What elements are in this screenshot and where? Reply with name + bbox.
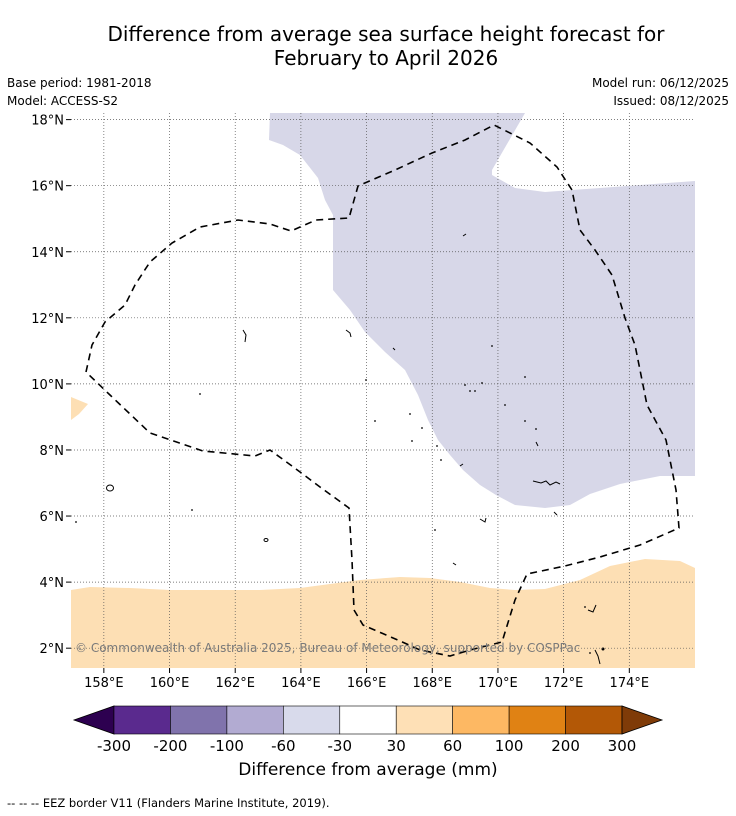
meta-right: Model run: 06/12/2025 Issued: 08/12/2025 — [592, 74, 729, 110]
base-period: Base period: 1981-2018 — [7, 76, 152, 90]
meta-left: Base period: 1981-2018 Model: ACCESS-S2 — [7, 74, 152, 110]
island-dots — [75, 345, 605, 654]
lon-tick-label: 166°E — [347, 676, 387, 691]
colorbar-segment — [508, 705, 566, 735]
model-name: Model: ACCESS-S2 — [7, 94, 119, 108]
colorbar-segment — [170, 705, 228, 735]
colorbar-segment — [395, 705, 453, 735]
colorbar-tick-label: 30 — [387, 737, 406, 755]
colorbar-segment — [339, 705, 397, 735]
lon-tick-label: 168°E — [412, 676, 452, 691]
positive-anomaly-patch-west — [71, 397, 88, 420]
lat-tick-label: 12°N — [31, 312, 64, 327]
colorbar-extend-max — [621, 705, 664, 735]
lon-tick-label: 164°E — [281, 676, 321, 691]
colorbar-segment — [283, 705, 341, 735]
lat-tick-label: 14°N — [31, 246, 64, 261]
positive-anomaly-region — [71, 559, 695, 668]
islands — [106, 233, 601, 665]
footnote-eez: -- -- -- EEZ border V11 (Flanders Marine… — [7, 796, 330, 810]
lon-tick-label: 174°E — [610, 676, 650, 691]
lon-tick-label: 162°E — [215, 676, 255, 691]
colorbar-segment — [113, 705, 171, 735]
negative-anomaly-region — [269, 113, 695, 508]
colorbar-title: Difference from average (mm) — [238, 760, 498, 780]
colorbar-tick-label: 200 — [551, 737, 580, 755]
colorbar-segment — [565, 705, 623, 735]
copyright-text: © Commonwealth of Australia 2025, Bureau… — [75, 641, 580, 655]
colorbar-segment — [226, 705, 284, 735]
colorbar-tick-label: -300 — [97, 737, 131, 755]
gridlines — [71, 113, 695, 668]
colorbar-extend-min — [72, 705, 115, 735]
lon-tick-label: 170°E — [478, 676, 518, 691]
lat-tick-label: 16°N — [31, 180, 64, 195]
lat-tick-label: 4°N — [40, 576, 65, 591]
colorbar-tick-label: -60 — [271, 737, 296, 755]
model-run: Model run: 06/12/2025 — [591, 76, 729, 90]
map-plot-area: © Commonwealth of Australia 2025, Bureau… — [71, 113, 695, 668]
title-line-2: February to April 2026 — [273, 46, 499, 70]
latitude-axis: 2°N 4°N 6°N 8°N 10°N 12°N 14°N 16°N 18°N — [31, 114, 71, 657]
lon-tick-label: 172°E — [544, 676, 584, 691]
colorbar-tick-label: 300 — [608, 737, 637, 755]
eez-border — [85, 124, 680, 657]
longitude-axis: 158°E 160°E 162°E 164°E 166°E 168°E 170°E 172°E… — [84, 668, 649, 691]
colorbar-tick-label: 100 — [495, 737, 524, 755]
colorbar-tick-label: -100 — [210, 737, 244, 755]
lat-tick-label: 8°N — [40, 444, 65, 459]
lat-tick-label: 18°N — [31, 114, 64, 129]
colorbar-tick-label: -30 — [328, 737, 353, 755]
chart-title: Difference from average sea surface heig… — [0, 22, 736, 70]
colorbar-segment — [452, 705, 510, 735]
title-line-1: Difference from average sea surface heig… — [107, 22, 665, 46]
colorbar: -300 -200 -100 -60 -30 30 60 100 200 300 — [72, 705, 664, 755]
lon-tick-label: 158°E — [84, 676, 124, 691]
lat-tick-label: 2°N — [40, 642, 65, 657]
colorbar-tick-label: 60 — [443, 737, 462, 755]
lat-tick-label: 10°N — [31, 378, 64, 393]
colorbar-tick-label: -200 — [153, 737, 187, 755]
lon-tick-label: 160°E — [150, 676, 190, 691]
lat-tick-label: 6°N — [40, 510, 65, 525]
issued-date: Issued: 08/12/2025 — [613, 94, 729, 108]
